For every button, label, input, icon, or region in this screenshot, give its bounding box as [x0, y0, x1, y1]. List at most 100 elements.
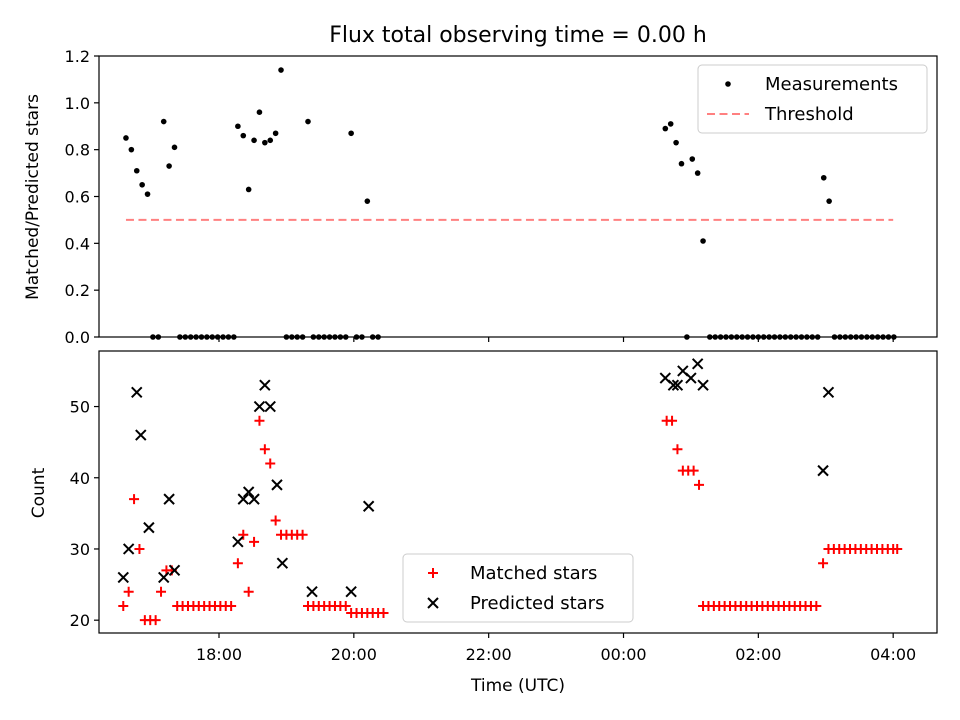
- measurement-point: [700, 238, 706, 244]
- measurement-point: [337, 334, 344, 340]
- measurement-point: [782, 334, 789, 340]
- matched-stars-point: [129, 494, 140, 505]
- matched-stars-point: [694, 479, 705, 490]
- measurement-point: [667, 121, 674, 127]
- measurement-point: [750, 334, 756, 340]
- measurement-point: [123, 135, 129, 141]
- matched-stars-point: [297, 529, 308, 540]
- bottom-y-tick-label: 20: [70, 611, 90, 630]
- measurement-point: [256, 109, 263, 115]
- measurement-point: [139, 181, 145, 188]
- measurement-point: [204, 334, 210, 340]
- measurement-point: [283, 334, 290, 340]
- measurement-point: [689, 156, 696, 162]
- predicted-stars-point: [122, 543, 135, 555]
- measurement-point: [820, 174, 827, 181]
- x-axis-label: Time (UTC): [470, 676, 565, 696]
- matched-stars-point: [265, 458, 276, 469]
- x-tick-label: 04:00: [870, 645, 916, 664]
- measurement-point: [673, 139, 679, 146]
- matched-stars-point: [123, 586, 134, 597]
- measurement-point: [160, 118, 167, 125]
- measurement-point: [766, 334, 772, 340]
- measurement-point: [717, 334, 724, 340]
- measurement-point: [694, 170, 701, 176]
- bottom-axes-frame: [98, 350, 938, 634]
- top-plot-area: 0.0 0.2 0.4 0.6 0.8 1.0 1.2 Measurements Thresho…: [65, 47, 938, 347]
- measurement-point: [793, 334, 799, 340]
- x-tick-label: 18:00: [196, 645, 242, 664]
- measurement-point: [294, 334, 301, 340]
- measurement-point: [359, 334, 365, 340]
- bottom-y-tick-label: 50: [70, 398, 90, 417]
- measurement-point: [299, 334, 306, 340]
- predicted-stars-point: [697, 379, 709, 391]
- predicted-stars-point: [276, 557, 289, 569]
- measurement-point: [332, 334, 338, 340]
- measurement-point: [684, 334, 690, 340]
- measurement-point: [289, 334, 295, 340]
- predicted-stars-point: [135, 429, 147, 441]
- measurement-point: [733, 334, 740, 340]
- predicted-stars-point: [306, 585, 318, 598]
- predicted-stars-point: [248, 493, 260, 505]
- measurement-point: [874, 334, 881, 340]
- measurement-point: [831, 334, 838, 340]
- predicted-stars-point: [362, 500, 375, 512]
- measurement-point: [209, 334, 216, 340]
- top-y-tick-label: 0.2: [65, 281, 90, 300]
- measurement-point: [144, 191, 151, 197]
- measurement-point: [853, 334, 859, 340]
- measurement-point: [728, 334, 735, 340]
- predicted-stars-point: [691, 358, 704, 370]
- measurement-point: [326, 334, 333, 340]
- measurement-point: [187, 334, 194, 340]
- legend-predicted-label: Predicted stars: [470, 593, 604, 614]
- legend-measurements-label: Measurements: [765, 74, 898, 95]
- predicted-stars-point: [143, 521, 155, 534]
- matched-stars-point: [340, 600, 351, 611]
- measurement-point: [262, 139, 268, 146]
- legend-threshold-label: Threshold: [764, 104, 854, 125]
- measurement-point: [787, 334, 794, 340]
- top-legend-box: [697, 64, 928, 134]
- measurement-point: [712, 334, 718, 340]
- measurement-point: [880, 334, 886, 340]
- predicted-stars-point: [163, 493, 175, 505]
- measurement-point: [155, 334, 162, 340]
- predicted-stars-point: [117, 571, 129, 584]
- matched-stars-point: [232, 558, 243, 569]
- bottom-legend-box: [402, 553, 634, 623]
- x-tick-label: 22:00: [466, 645, 512, 664]
- measurement-point: [755, 334, 762, 340]
- matched-stars-point: [667, 415, 678, 426]
- matched-stars-point: [811, 600, 822, 611]
- matched-stars-point: [259, 444, 270, 455]
- matched-stars-point: [156, 586, 167, 597]
- measurement-point: [220, 334, 226, 340]
- top-chart-title: Flux total observing time = 0.00 h: [329, 23, 707, 48]
- measurement-point: [369, 334, 376, 340]
- top-y-axis-label: Matched/Predicted stars: [23, 94, 43, 300]
- measurement-point: [364, 198, 371, 204]
- measurement-point: [777, 334, 783, 340]
- x-tick-label: 02:00: [735, 645, 781, 664]
- top-y-tick-label: 0.4: [65, 234, 90, 253]
- matched-stars-point: [818, 558, 829, 569]
- measurement-point: [858, 334, 865, 340]
- measurement-point: [739, 334, 745, 340]
- measurement-point: [315, 334, 322, 340]
- measurement-point: [723, 334, 729, 340]
- top-legend: Measurements Threshold: [697, 64, 928, 134]
- predicted-stars-point: [667, 379, 680, 391]
- matched-stars-point: [688, 465, 699, 476]
- legend-predicted-marker: [427, 597, 439, 609]
- predicted-stars-point: [259, 379, 271, 391]
- measurement-point: [278, 67, 284, 73]
- matched-stars-point: [226, 600, 237, 611]
- measurement-point: [182, 334, 189, 340]
- predicted-stars-point: [345, 585, 357, 598]
- measurement-point: [707, 334, 713, 340]
- measurement-point: [251, 137, 257, 144]
- matched-stars-point: [150, 615, 161, 626]
